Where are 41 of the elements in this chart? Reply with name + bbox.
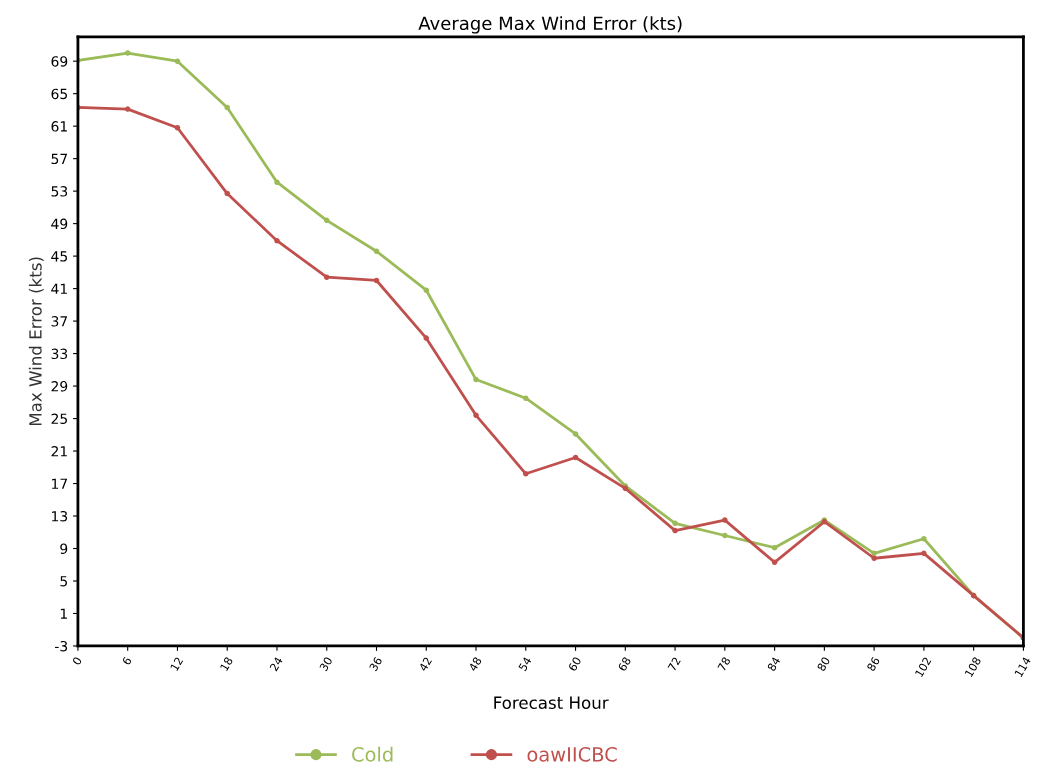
x-tick-label: 6 <box>121 656 132 666</box>
chart-title: Average Max Wind Error (kts) <box>418 16 682 34</box>
y-tick-label: 49 <box>51 218 68 230</box>
legend-label: Cold <box>352 746 393 762</box>
y-axis-title: Max Wind Error (kts) <box>28 257 44 426</box>
y-tick-label: 25 <box>51 413 67 425</box>
y-tick-label: -3 <box>55 640 68 652</box>
x-tick-label: 18 <box>219 656 234 672</box>
y-tick-label: 13 <box>52 510 68 522</box>
y-tick-label: 17 <box>52 478 68 489</box>
x-tick-label: 86 <box>866 656 881 672</box>
y-tick-label: 5 <box>60 576 67 587</box>
y-tick-label: 33 <box>51 348 68 360</box>
y-tick-label: 29 <box>51 381 68 392</box>
y-tick-label: 37 <box>51 316 68 327</box>
x-tick-label: 80 <box>816 656 831 672</box>
y-tick-label: 45 <box>51 251 67 262</box>
y-tick-label: 57 <box>51 153 68 165</box>
y-tick-label: 41 <box>51 283 67 294</box>
legend-label: oawIICBC <box>527 747 617 762</box>
x-tick-label: 12 <box>170 656 184 672</box>
x-tick-label: 0 <box>72 656 83 666</box>
y-tick-label: 9 <box>60 543 68 554</box>
x-tick-label: 30 <box>319 656 333 672</box>
x-tick-label: 36 <box>368 656 383 672</box>
x-tick-label: 24 <box>269 656 283 672</box>
y-tick-label: 1 <box>60 608 67 619</box>
x-axis-title: Forecast Hour <box>494 696 609 710</box>
x-tick-label: 84 <box>766 656 781 672</box>
x-tick-label: 72 <box>667 656 681 672</box>
y-tick-label: 69 <box>51 56 68 67</box>
y-tick-label: 61 <box>51 121 67 132</box>
x-tick-label: 60 <box>567 656 582 672</box>
y-tick-label: 21 <box>51 446 67 457</box>
y-tick-label: 53 <box>51 186 68 197</box>
x-tick-label: 42 <box>418 656 432 672</box>
x-tick-label: 68 <box>617 656 632 672</box>
x-tick-label: 54 <box>518 656 532 672</box>
x-tick-label: 48 <box>468 656 482 672</box>
x-tick-label: 78 <box>717 656 731 672</box>
y-tick-label: 65 <box>51 88 67 100</box>
